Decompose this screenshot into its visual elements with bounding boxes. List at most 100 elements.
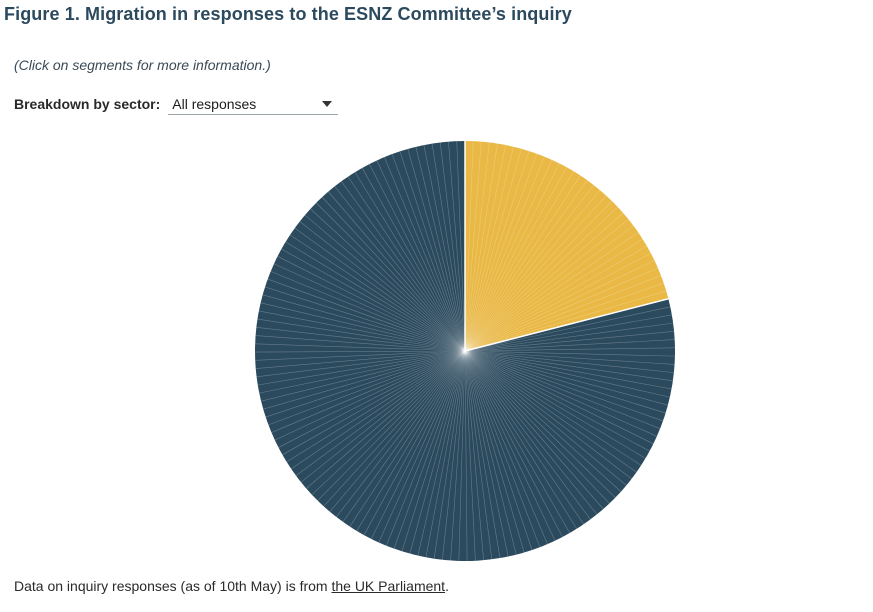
segment-divider bbox=[354, 171, 466, 352]
segment-divider bbox=[263, 350, 466, 410]
segment-divider bbox=[464, 350, 484, 561]
segment-divider bbox=[294, 227, 466, 352]
segment-divider bbox=[464, 331, 675, 352]
segment-divider bbox=[464, 350, 646, 459]
segment-divider bbox=[417, 350, 466, 556]
segment-divider bbox=[464, 350, 666, 414]
figure-title: Figure 1. Migration in responses to the … bbox=[4, 4, 572, 24]
segment-divider bbox=[464, 322, 674, 352]
segment-divider bbox=[349, 350, 466, 527]
segment-divider bbox=[278, 350, 466, 448]
segment-divider bbox=[464, 350, 654, 445]
footer-period: . bbox=[445, 578, 449, 594]
segment-divider bbox=[295, 350, 466, 476]
segment-divider bbox=[415, 146, 466, 352]
segment-divider bbox=[265, 350, 466, 418]
segment-divider bbox=[464, 350, 658, 437]
segment-divider bbox=[464, 156, 545, 352]
segment-divider bbox=[464, 350, 509, 557]
sector-dropdown[interactable]: All responses bbox=[168, 93, 339, 115]
segment-divider bbox=[464, 350, 668, 406]
segment-divider bbox=[334, 186, 466, 352]
segment-divider bbox=[277, 256, 466, 352]
segment-divider bbox=[464, 350, 563, 538]
segment-divider bbox=[464, 163, 560, 352]
segment-divider bbox=[464, 350, 604, 510]
segment-divider bbox=[356, 350, 466, 532]
segment-divider bbox=[464, 141, 474, 352]
segment-divider bbox=[464, 212, 624, 352]
segment-divider bbox=[448, 141, 466, 352]
segment-divider bbox=[464, 200, 613, 352]
segment-divider bbox=[464, 350, 598, 515]
pie-slice-1[interactable] bbox=[465, 141, 669, 351]
segment-divider bbox=[464, 350, 673, 382]
uk-parliament-link[interactable]: the UK Parliament bbox=[331, 578, 446, 594]
segment-divider bbox=[464, 350, 650, 452]
segment-divider bbox=[442, 350, 466, 560]
segment-divider bbox=[262, 294, 466, 352]
segment-divider bbox=[464, 350, 525, 553]
segment-divider bbox=[342, 350, 466, 523]
segment-divider bbox=[464, 267, 659, 352]
segment-divider bbox=[369, 163, 466, 352]
segment-divider bbox=[299, 221, 466, 352]
segment-divider bbox=[399, 151, 466, 352]
segment-divider bbox=[464, 225, 634, 352]
segment-divider bbox=[391, 153, 466, 352]
segment-divider bbox=[281, 248, 466, 352]
segment-divider bbox=[464, 159, 553, 352]
segment-divider bbox=[464, 350, 556, 541]
footer-text: Data on inquiry responses (as of 10th Ma… bbox=[14, 578, 332, 594]
segment-divider bbox=[431, 143, 466, 352]
segment-divider bbox=[464, 350, 501, 559]
segment-divider bbox=[464, 167, 567, 352]
slice-boundaries bbox=[464, 141, 669, 352]
sector-label: Breakdown by sector: bbox=[14, 96, 161, 112]
segment-divider bbox=[361, 167, 466, 352]
segment-divider bbox=[464, 350, 664, 422]
segment-divider bbox=[464, 238, 643, 352]
segment-divider bbox=[300, 350, 466, 483]
segment-divider bbox=[370, 350, 466, 540]
segment-divider bbox=[464, 219, 629, 352]
pie-chart-container bbox=[250, 136, 680, 566]
segment-divider bbox=[291, 350, 466, 470]
segment-divider bbox=[409, 350, 466, 554]
segment-divider bbox=[321, 196, 466, 352]
segment-divider bbox=[317, 350, 466, 501]
segment-divider bbox=[464, 350, 672, 390]
segment-divider bbox=[378, 350, 466, 543]
segment-divider bbox=[285, 241, 466, 352]
segment-divider bbox=[256, 350, 466, 378]
segment-divider bbox=[407, 148, 466, 352]
segment-divider bbox=[464, 245, 648, 352]
segment-divider bbox=[464, 350, 570, 534]
segment-divider bbox=[267, 278, 466, 352]
segment-divider bbox=[464, 347, 675, 352]
segment-divider bbox=[328, 191, 466, 352]
segment-divider bbox=[464, 142, 490, 352]
segment-divider bbox=[311, 350, 466, 495]
segment-divider bbox=[464, 350, 675, 357]
segment-divider bbox=[464, 144, 506, 352]
segment-divider bbox=[423, 145, 466, 352]
segment-divider bbox=[464, 350, 548, 545]
segment-divider bbox=[464, 148, 522, 352]
segment-divider bbox=[286, 350, 466, 463]
segment-divider bbox=[271, 350, 466, 433]
segment-divider bbox=[464, 314, 672, 352]
segment-divider bbox=[450, 350, 466, 561]
segment-divider bbox=[274, 350, 466, 441]
segment-divider bbox=[464, 232, 639, 352]
segment-divider bbox=[464, 184, 594, 352]
segment-divider bbox=[289, 234, 466, 352]
segment-divider bbox=[464, 150, 530, 352]
segment-divider bbox=[315, 202, 466, 352]
segment-divider bbox=[340, 181, 466, 352]
segment-divider bbox=[464, 350, 616, 498]
segment-divider bbox=[464, 350, 533, 551]
segment-divider bbox=[464, 350, 622, 492]
segment-divider bbox=[456, 141, 466, 352]
segment-divider bbox=[256, 326, 466, 352]
